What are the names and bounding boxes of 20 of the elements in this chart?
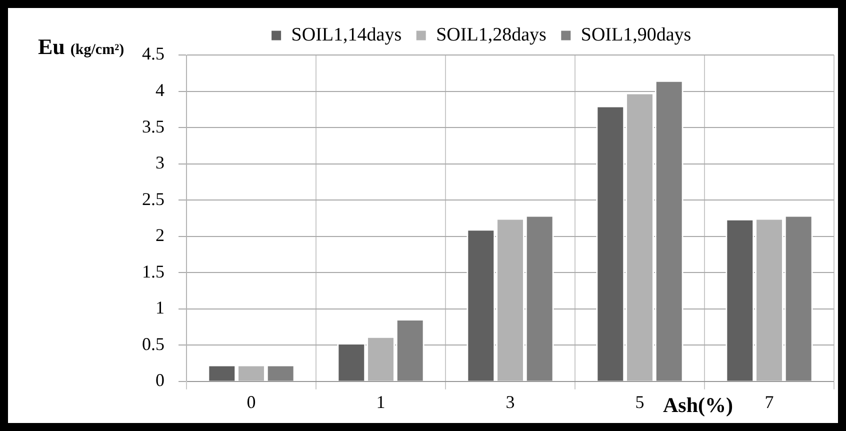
y-tick-label: 2.5	[142, 188, 164, 209]
x-tick-label: 5	[635, 392, 644, 412]
y-tick-label: 3.5	[142, 116, 164, 136]
legend-label: SOIL1,14days	[291, 24, 402, 46]
x-axis-title: Ash(%)	[663, 393, 734, 418]
legend-label: SOIL1,90days	[580, 24, 692, 46]
legend-label: SOIL1,28days	[436, 24, 546, 46]
y-tick-label: 1.5	[142, 261, 164, 282]
x-tick-label: 1	[376, 392, 386, 412]
y-tick-label: 4	[156, 80, 164, 100]
y-tick-label: 0	[156, 370, 164, 390]
y-tick-label: 1	[156, 298, 164, 318]
x-tick-label: 7	[764, 392, 774, 412]
y-tick-label: 3	[156, 152, 164, 173]
y-tick-label: 4.5	[142, 44, 164, 64]
y-tick-label: 0.5	[142, 334, 164, 354]
y-tick-label: 2	[156, 225, 164, 246]
y-axis-title: Eu (kg/cm²)	[38, 34, 124, 60]
x-tick-label: 3	[506, 392, 515, 412]
x-tick-label: 0	[246, 392, 256, 412]
